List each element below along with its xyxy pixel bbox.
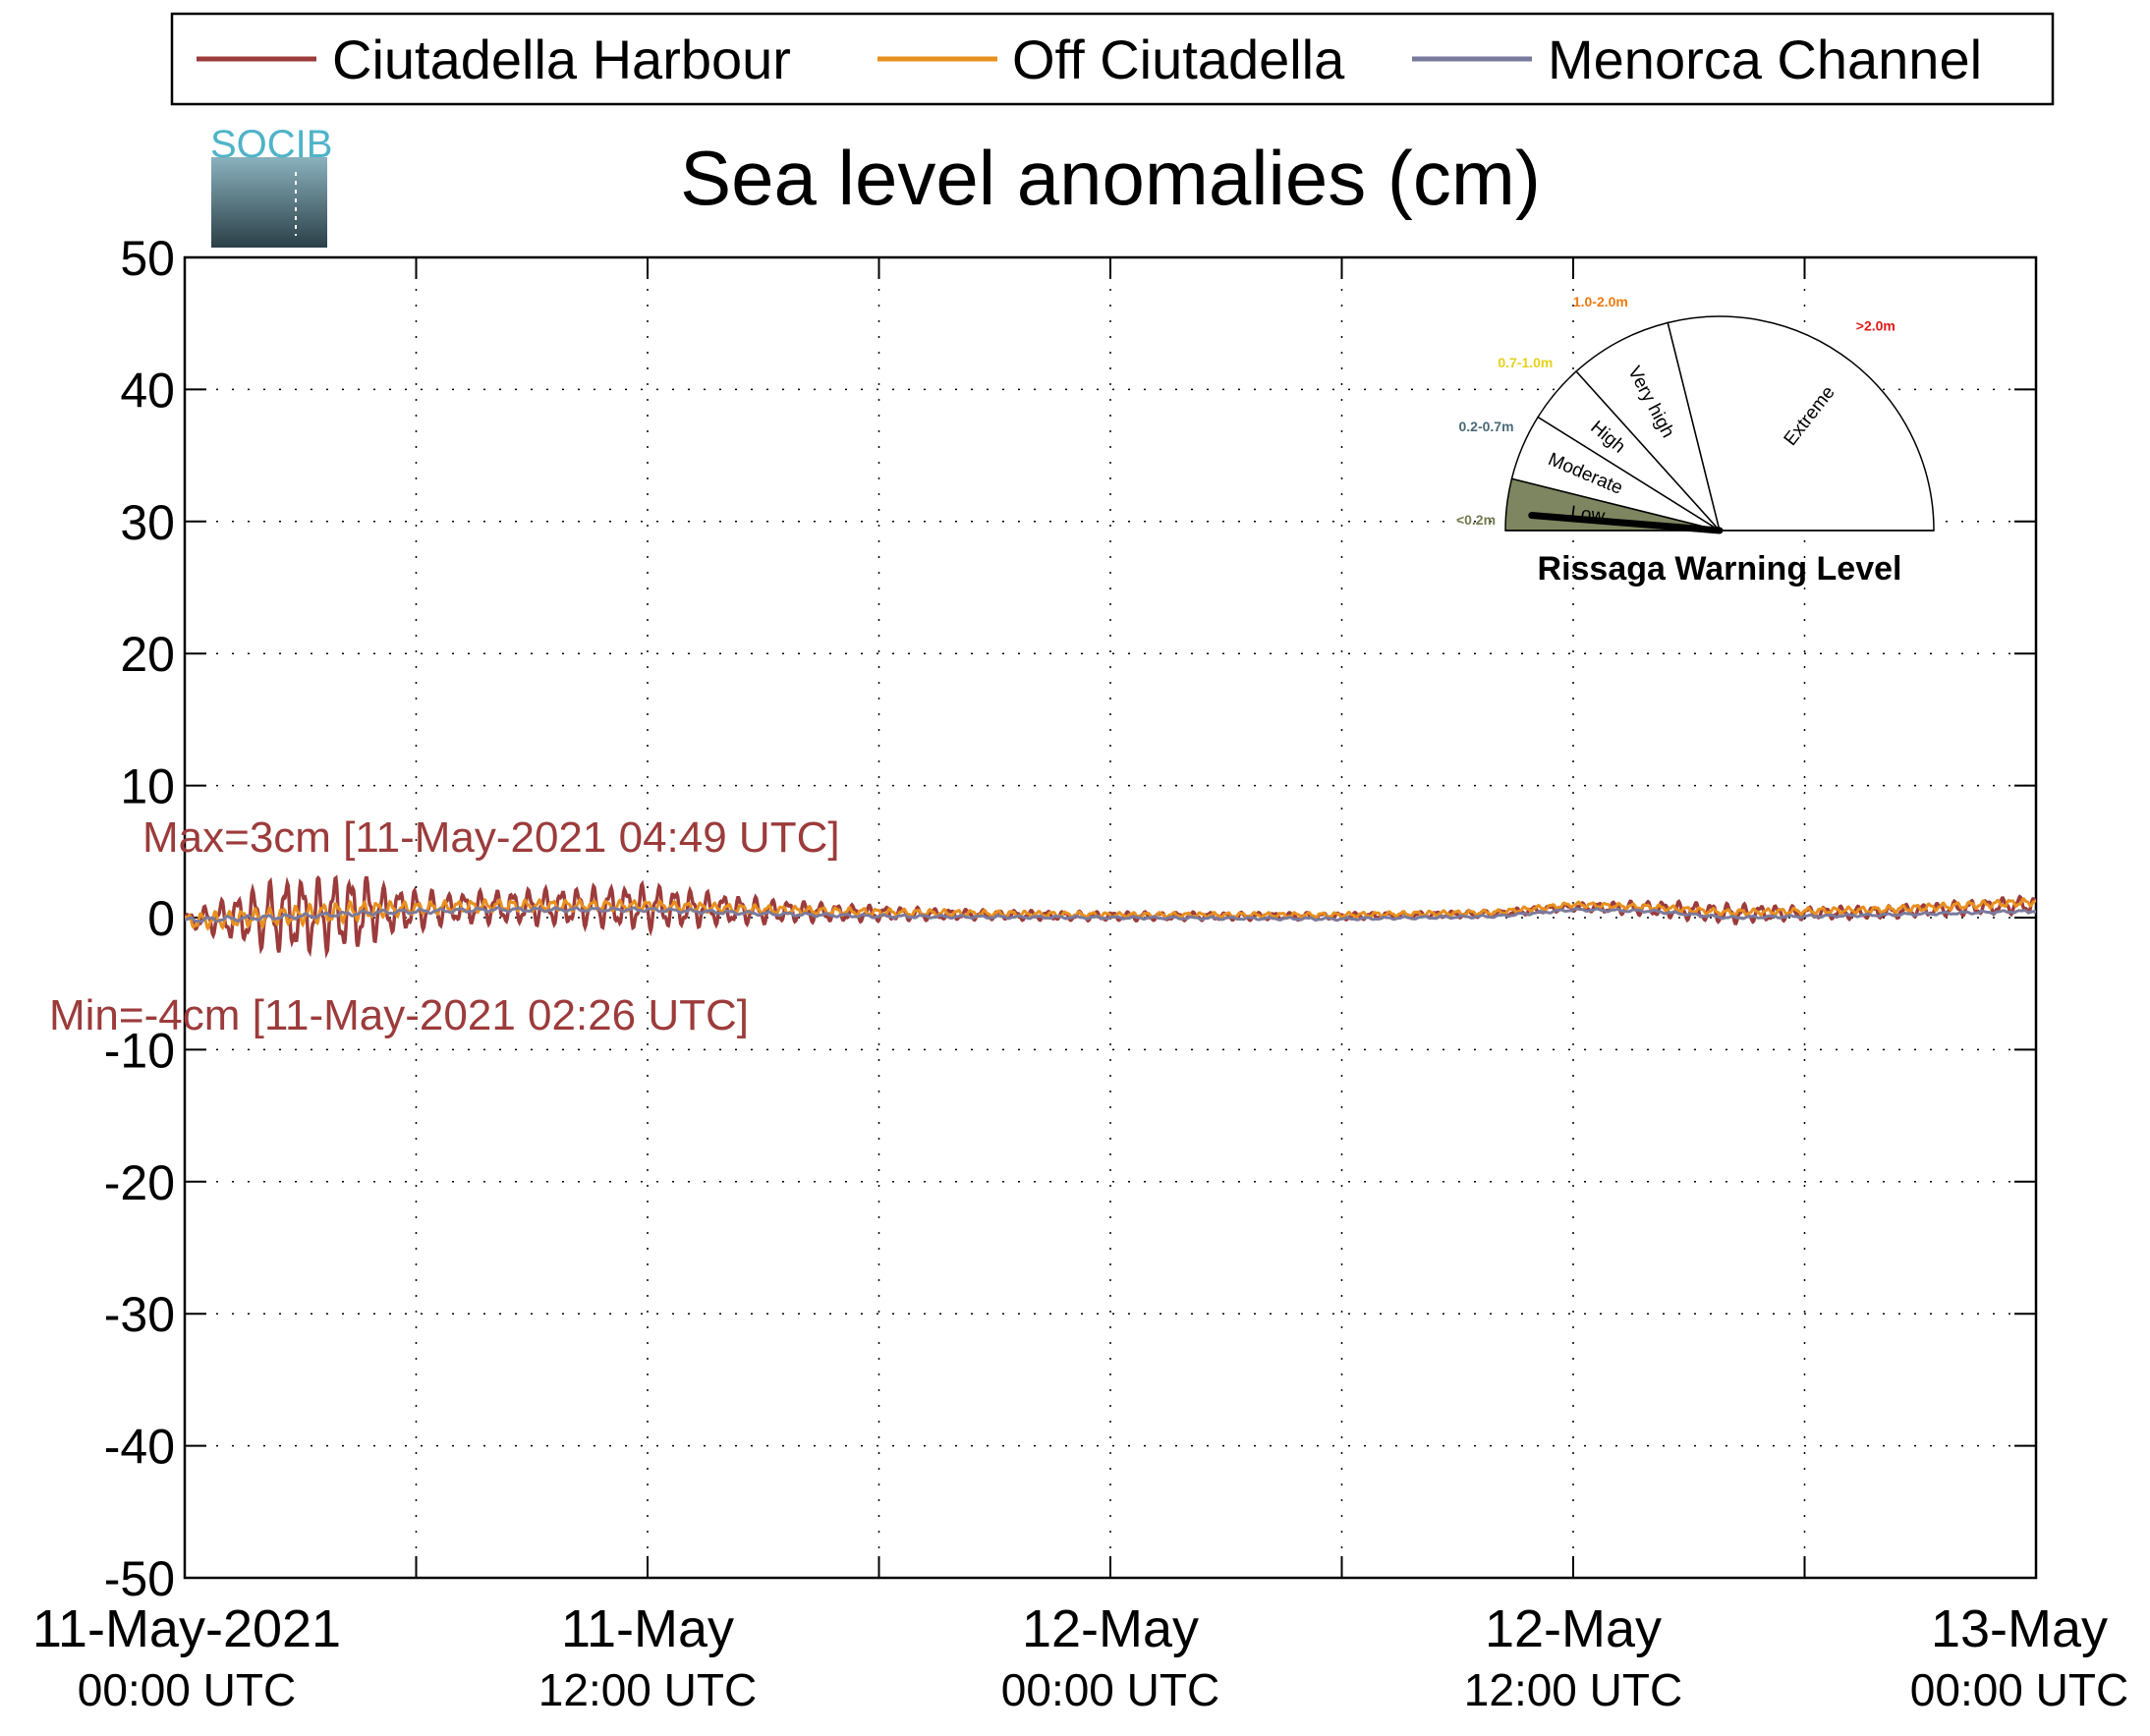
- x-tick-date: 13-May: [1931, 1599, 2108, 1658]
- socib-logo: SOCIB: [210, 123, 332, 248]
- gauge-sector-extreme: [1667, 315, 1935, 532]
- series-line-ciutadella-harbour: [185, 874, 2036, 959]
- x-tick-time: 00:00 UTC: [1001, 1664, 1219, 1715]
- y-tick-label: 40: [120, 363, 175, 418]
- legend: Ciutadella Harbour Off Ciutadella Menorc…: [170, 12, 2055, 106]
- y-tick-label: -50: [104, 1551, 175, 1606]
- y-tick-label: -10: [104, 1023, 175, 1078]
- logo-text: SOCIB: [210, 123, 332, 166]
- y-axis: 50 40 30 20 10 0 -10 -20 -30 -40 -50: [104, 231, 175, 1606]
- y-tick-label: 30: [120, 495, 175, 550]
- x-axis: 11-May-2021 00:00 UTC 11-May 12:00 UTC 12-Ma…: [32, 1599, 2128, 1715]
- x-tick-time: 00:00 UTC: [78, 1664, 296, 1715]
- x-tick-date: 12-May: [1485, 1599, 1662, 1658]
- gauge-sector-very-high: [1575, 321, 1721, 532]
- gauge-range-label: 0.7-1.0m: [1498, 355, 1553, 370]
- x-tick-time: 00:00 UTC: [1910, 1664, 2128, 1715]
- gauge-range-label: 0.2-0.7m: [1458, 419, 1513, 434]
- legend-label-channel: Menorca Channel: [1548, 28, 1982, 90]
- legend-label-off: Off Ciutadella: [1012, 28, 1345, 90]
- legend-label-harbour: Ciutadella Harbour: [332, 28, 791, 90]
- y-tick-label: 50: [120, 231, 175, 286]
- x-tick-date: 11-May-2021: [32, 1599, 341, 1658]
- gauge-range-label: 1.0-2.0m: [1573, 294, 1628, 309]
- series-line-menorca-channel: [185, 906, 2036, 924]
- logo-gradient: [211, 157, 327, 248]
- gauge-needle: [1528, 512, 1724, 534]
- min-annotation: Min=-4cm [11-May-2021 02:26 UTC]: [49, 991, 749, 1039]
- chart-title: Sea level anomalies (cm): [680, 135, 1541, 221]
- x-tick-time: 12:00 UTC: [1464, 1664, 1682, 1715]
- series-group: [185, 874, 2036, 959]
- gauge-title: Rissaga Warning Level: [1538, 550, 1902, 588]
- y-tick-label: 10: [120, 759, 175, 814]
- gauge-range-label: <0.2m: [1456, 512, 1496, 528]
- y-tick-label: 20: [120, 627, 175, 682]
- y-tick-label: 0: [147, 891, 175, 946]
- gauge-range-label: >2.0m: [1856, 318, 1895, 334]
- x-tick-date: 11-May: [561, 1599, 734, 1658]
- y-tick-label: -20: [104, 1155, 175, 1210]
- y-tick-label: -30: [104, 1287, 175, 1342]
- y-tick-label: -40: [104, 1420, 175, 1475]
- max-annotation: Max=3cm [11-May-2021 04:49 UTC]: [142, 813, 840, 862]
- legend-box: [170, 12, 2055, 106]
- x-tick-date: 12-May: [1022, 1599, 1199, 1658]
- x-tick-time: 12:00 UTC: [538, 1664, 757, 1715]
